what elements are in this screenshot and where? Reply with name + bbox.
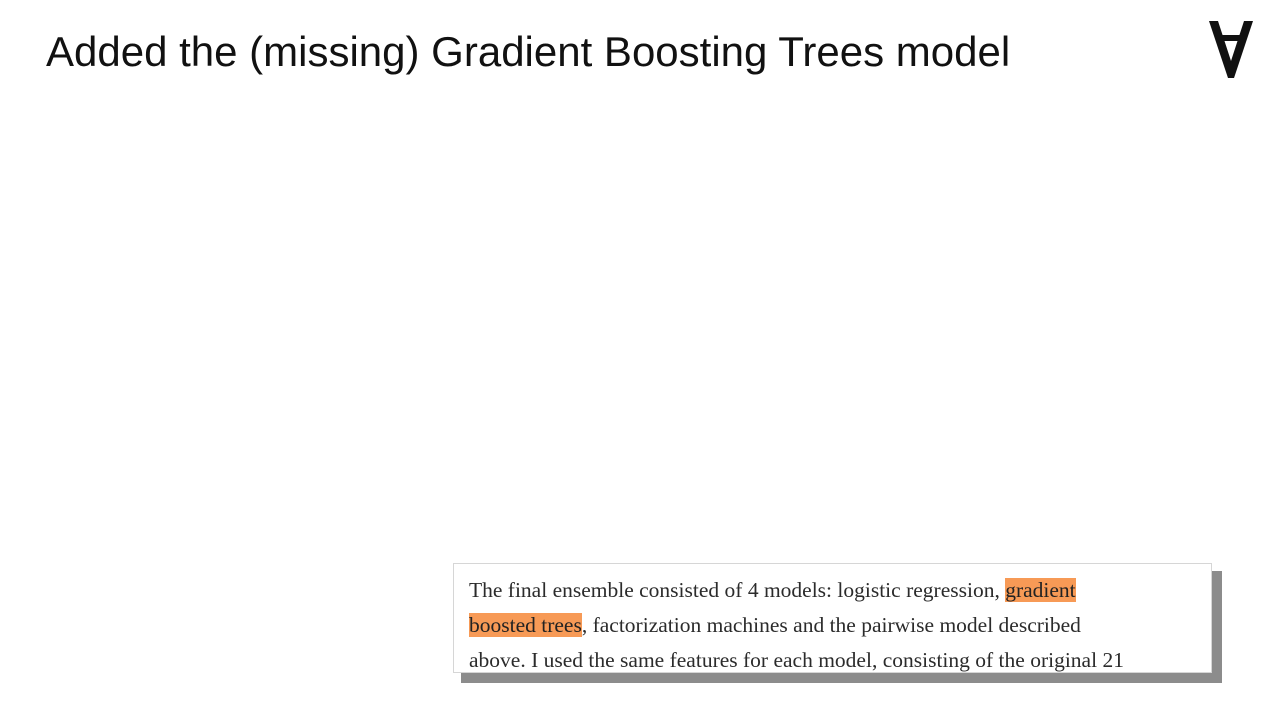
inverted-a-logo-svg: [1209, 21, 1253, 78]
slide-title: Added the (missing) Gradient Boosting Tr…: [46, 28, 1011, 75]
highlighted-gradient: gradient: [1005, 578, 1076, 602]
highlighted-boosted-trees: boosted trees: [469, 613, 582, 637]
excerpt-line-3: above. I used the same features for each…: [469, 643, 1211, 672]
excerpt-line-1: The final ensemble consisted of 4 models…: [469, 573, 1211, 608]
excerpt-box: The final ensemble consisted of 4 models…: [453, 563, 1212, 673]
excerpt-line-2-text: , factorization machines and the pairwis…: [581, 613, 1081, 637]
excerpt-line-1-text: The final ensemble consisted of 4 models…: [469, 578, 1006, 602]
excerpt-line-3-text: above. I used the same features for each…: [469, 648, 1124, 672]
inverted-a-logo-icon: [1206, 20, 1256, 80]
excerpt-line-2: boosted trees, factorization machines an…: [469, 608, 1211, 643]
